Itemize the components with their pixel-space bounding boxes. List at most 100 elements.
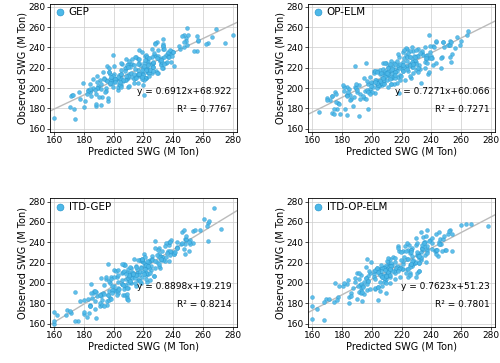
Point xyxy=(412,67,420,73)
Point xyxy=(142,272,150,278)
Point xyxy=(379,60,387,65)
Point xyxy=(228,32,236,38)
Point xyxy=(132,266,140,272)
Point xyxy=(149,68,157,74)
Point xyxy=(374,297,382,302)
Point xyxy=(98,102,106,108)
Point xyxy=(140,91,148,97)
Point xyxy=(444,228,452,234)
Point xyxy=(210,205,218,211)
Point xyxy=(426,49,434,55)
Point xyxy=(142,75,150,81)
Point xyxy=(432,231,440,237)
Point xyxy=(384,84,392,90)
Point xyxy=(354,283,362,289)
Point xyxy=(384,270,392,276)
Point xyxy=(170,49,177,54)
Point xyxy=(416,255,424,261)
Point xyxy=(142,268,150,274)
Point xyxy=(122,77,130,83)
Point xyxy=(395,54,403,60)
Point xyxy=(154,53,162,58)
Point xyxy=(384,72,392,77)
Point xyxy=(391,61,399,67)
Point xyxy=(155,251,163,257)
Point xyxy=(380,75,388,81)
Point xyxy=(105,298,113,303)
Point xyxy=(320,299,328,305)
Point xyxy=(180,44,188,50)
Point xyxy=(68,93,76,98)
Point xyxy=(143,65,151,71)
Point xyxy=(415,253,423,258)
Point xyxy=(164,54,172,60)
Point xyxy=(381,278,389,284)
Point xyxy=(382,69,390,75)
Point xyxy=(137,73,145,79)
Point xyxy=(384,65,392,71)
Point xyxy=(398,248,406,254)
Point xyxy=(96,292,104,298)
Point xyxy=(374,284,382,290)
Point xyxy=(146,277,154,283)
Point xyxy=(92,101,100,107)
Point xyxy=(123,291,131,297)
Point xyxy=(396,265,404,271)
Point xyxy=(157,62,165,68)
Point xyxy=(356,281,364,287)
Point xyxy=(355,277,363,282)
Point xyxy=(357,272,365,277)
Point xyxy=(366,270,374,276)
Point xyxy=(386,262,394,268)
Point xyxy=(394,243,402,249)
Point xyxy=(193,48,201,53)
Point xyxy=(423,61,431,66)
Point xyxy=(390,268,398,274)
Point xyxy=(386,263,394,269)
Point xyxy=(102,276,110,282)
Point xyxy=(330,111,338,117)
Point xyxy=(407,261,415,267)
Point xyxy=(159,41,167,47)
Point xyxy=(417,257,425,263)
Point xyxy=(439,39,447,45)
Point xyxy=(394,58,402,64)
Point xyxy=(138,76,145,82)
Point xyxy=(381,60,389,66)
Point xyxy=(184,248,192,254)
Point xyxy=(382,60,390,66)
Point xyxy=(121,284,129,290)
Point xyxy=(140,72,147,77)
Point xyxy=(386,281,394,286)
Point xyxy=(130,71,138,77)
Point xyxy=(146,70,154,76)
X-axis label: Predicted SWG (M Ton): Predicted SWG (M Ton) xyxy=(88,146,199,156)
Point xyxy=(170,63,178,69)
Point xyxy=(70,106,78,111)
Point xyxy=(402,64,410,69)
Point xyxy=(418,245,426,251)
Text: R² = 0.7767: R² = 0.7767 xyxy=(176,105,232,114)
Point xyxy=(157,57,165,63)
Point xyxy=(138,256,146,262)
Point xyxy=(416,50,424,56)
Point xyxy=(394,74,402,80)
Y-axis label: Observed SWG (M Ton): Observed SWG (M Ton) xyxy=(275,207,285,319)
Point xyxy=(340,280,348,286)
Point xyxy=(138,70,146,76)
Point xyxy=(376,279,384,285)
Point xyxy=(384,69,392,75)
Point xyxy=(150,50,158,56)
Point xyxy=(347,96,355,102)
Point xyxy=(386,273,394,278)
Point xyxy=(131,54,139,60)
Point xyxy=(170,251,178,257)
Point xyxy=(92,87,100,93)
Point xyxy=(412,60,420,66)
Point xyxy=(106,79,114,85)
Point xyxy=(420,252,428,258)
Point xyxy=(144,271,152,277)
Point xyxy=(396,274,404,280)
Point xyxy=(369,84,377,90)
Point xyxy=(142,262,150,268)
